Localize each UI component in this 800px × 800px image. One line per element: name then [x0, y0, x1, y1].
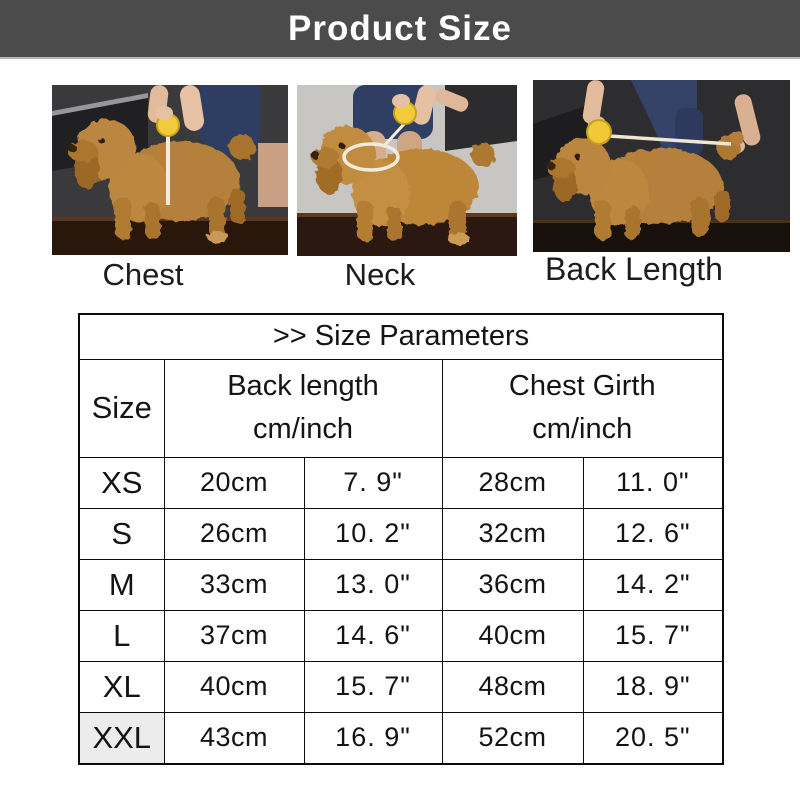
- hand: [412, 85, 436, 125]
- table-row: L 37cm 14. 6" 40cm 15. 7": [78, 609, 724, 662]
- person-clothing: [353, 85, 433, 139]
- chest-inch-cell: 11. 0": [582, 456, 724, 509]
- chest-inch-cell: 15. 7": [582, 609, 724, 662]
- table-surface: [52, 217, 288, 255]
- chest-girth-column-header: Chest Girth cm/inch: [441, 358, 724, 458]
- measuring-tape: [342, 142, 400, 172]
- back-length-column-header: Back length cm/inch: [163, 358, 443, 458]
- chest-measurement-photo: [52, 85, 288, 255]
- table-title: >> Size Parameters: [78, 313, 724, 360]
- size-cell: XL: [78, 660, 165, 713]
- chest-cm-cell: 40cm: [441, 609, 584, 662]
- back-cm-cell: 26cm: [163, 507, 305, 560]
- banner: Product Size: [0, 0, 800, 59]
- size-cell: S: [78, 507, 165, 560]
- plush-dog: [68, 119, 255, 243]
- back-length-measurement-photo: [533, 80, 790, 252]
- size-parameters-table: >> Size Parameters Size Back length cm/i…: [78, 313, 725, 765]
- table-row: S 26cm 10. 2" 32cm 12. 6": [78, 507, 724, 560]
- couch-edge: [52, 93, 148, 116]
- back-cm-cell: 33cm: [163, 558, 305, 611]
- size-cell: XXL: [78, 711, 165, 765]
- hand: [582, 80, 605, 124]
- back-length-photo-illustration: [533, 80, 790, 252]
- size-cell: L: [78, 609, 165, 662]
- tape-reel: [586, 119, 612, 145]
- hand: [435, 89, 469, 112]
- table-row: M 33cm 13. 0" 36cm 14. 2": [78, 558, 724, 611]
- back-cm-cell: 43cm: [163, 711, 305, 765]
- page-title: Product Size: [288, 8, 512, 48]
- chest-photo-caption: Chest: [102, 257, 184, 292]
- table-title-row: >> Size Parameters: [78, 313, 724, 360]
- hand: [179, 85, 205, 131]
- back-inch-cell: 10. 2": [303, 507, 443, 560]
- chest-inch-cell: 12. 6": [582, 507, 724, 560]
- measuring-tape: [608, 134, 732, 146]
- back-cm-cell: 37cm: [163, 609, 305, 662]
- table-row: XL 40cm 15. 7" 48cm 18. 9": [78, 660, 724, 713]
- size-column-header: Size: [78, 358, 165, 458]
- chest-photo-illustration: [52, 85, 288, 255]
- table-row: XXL 43cm 16. 9" 52cm 20. 5": [78, 711, 724, 765]
- size-cell: XS: [78, 456, 165, 509]
- table-row: XS 20cm 7. 9" 28cm 11. 0": [78, 456, 724, 509]
- back-inch-cell: 13. 0": [303, 558, 443, 611]
- chest-cm-cell: 52cm: [441, 711, 584, 765]
- neck-photo-illustration: [297, 85, 517, 256]
- chest-inch-cell: 14. 2": [582, 558, 724, 611]
- back-length-photo-caption: Back Length: [545, 251, 723, 287]
- person-leg: [258, 143, 288, 207]
- measuring-tape: [166, 133, 170, 205]
- table-surface: [533, 220, 790, 252]
- back-inch-cell: 14. 6": [303, 609, 443, 662]
- back-inch-cell: 7. 9": [303, 456, 443, 509]
- back-cm-cell: 40cm: [163, 660, 305, 713]
- chest-cm-cell: 48cm: [441, 660, 584, 713]
- back-cm-cell: 20cm: [163, 456, 305, 509]
- chest-cm-cell: 28cm: [441, 456, 584, 509]
- back-inch-cell: 15. 7": [303, 660, 443, 713]
- chest-inch-cell: 18. 9": [582, 660, 724, 713]
- size-cell: M: [78, 558, 165, 611]
- chest-inch-cell: 20. 5": [582, 711, 724, 765]
- neck-measurement-photo: [297, 85, 517, 256]
- back-inch-cell: 16. 9": [303, 711, 443, 765]
- plush-dog: [547, 131, 744, 240]
- chest-cm-cell: 32cm: [441, 507, 584, 560]
- hand: [734, 94, 761, 146]
- table-header-row: Size Back length cm/inch Chest Girth cm/…: [78, 358, 724, 458]
- chest-cm-cell: 36cm: [441, 558, 584, 611]
- neck-photo-caption: Neck: [344, 257, 416, 292]
